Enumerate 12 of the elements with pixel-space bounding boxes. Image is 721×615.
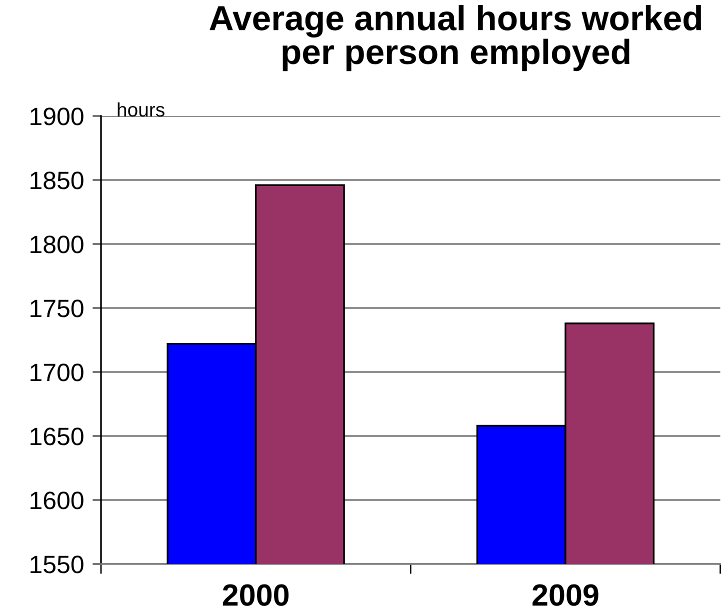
y-tick-label: 1600 — [30, 492, 84, 510]
x-tick-label: 2009 — [532, 584, 598, 606]
y-tick-label: 1900 — [30, 108, 84, 126]
y-tick-label: 1800 — [30, 236, 84, 254]
y-tick-label: 1700 — [30, 364, 84, 382]
y-axis-title: hours — [118, 102, 164, 117]
x-tick-label: 2000 — [222, 584, 289, 606]
y-tick-label: 1550 — [30, 556, 84, 574]
chart-title: Average annual hours worked per person employed — [210, 5, 702, 72]
y-tick-label: 1750 — [30, 300, 84, 318]
y-tick-label: 1650 — [30, 428, 84, 446]
y-tick-label: 1850 — [30, 172, 84, 190]
